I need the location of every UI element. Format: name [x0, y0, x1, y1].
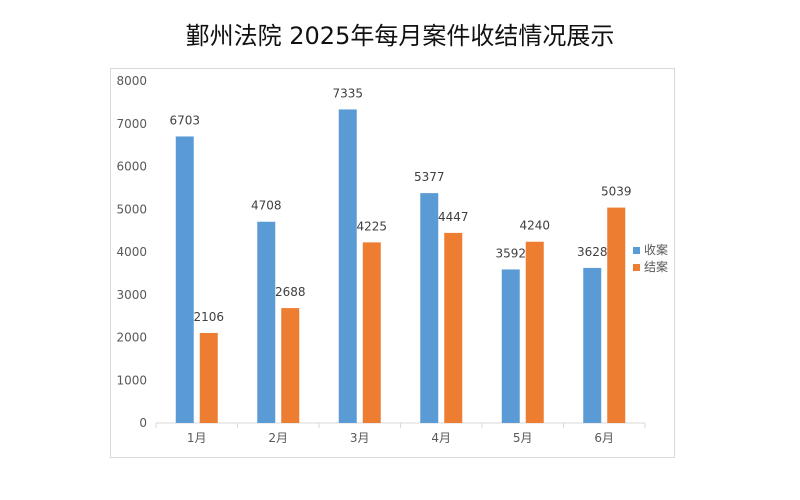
bar-received	[420, 193, 439, 423]
y-tick-label: 2000	[116, 331, 147, 345]
data-label: 7335	[332, 86, 363, 100]
data-label: 4447	[438, 210, 469, 224]
bar-closed	[525, 241, 544, 423]
y-tick-label: 0	[139, 416, 147, 430]
y-tick-label: 5000	[116, 202, 147, 216]
x-tick-label: 1月	[187, 431, 207, 445]
legend-label: 结案	[644, 259, 668, 274]
data-label: 6703	[169, 113, 200, 127]
y-tick-label: 6000	[116, 160, 147, 174]
data-label: 4225	[356, 219, 387, 233]
y-tick-label: 4000	[116, 245, 147, 259]
data-label: 2688	[275, 285, 306, 299]
legend-swatch	[633, 264, 640, 271]
data-label: 4708	[251, 199, 282, 213]
data-label: 3628	[577, 245, 608, 259]
x-tick-label: 5月	[513, 431, 533, 445]
data-label: 5039	[601, 185, 632, 199]
y-tick-label: 1000	[116, 373, 147, 387]
bar-closed	[281, 308, 300, 423]
chart-title: 鄞州法院 2025年每月案件收结情况展示	[185, 22, 615, 50]
legend-label: 收案	[644, 242, 668, 257]
bar-received	[501, 269, 520, 423]
x-tick-label: 3月	[350, 431, 370, 445]
x-tick-label: 6月	[594, 431, 614, 445]
x-tick-label: 2月	[268, 431, 288, 445]
y-tick-label: 3000	[116, 288, 147, 302]
bar-closed	[607, 207, 626, 423]
bar-closed	[362, 242, 381, 423]
bar-received	[257, 221, 276, 423]
bar-received	[175, 136, 194, 423]
plot-area-frame	[110, 68, 675, 458]
bar-closed	[199, 332, 218, 423]
data-label: 5377	[414, 170, 445, 184]
bar-received	[338, 109, 357, 424]
bar-closed	[444, 232, 463, 423]
data-label: 3592	[495, 246, 526, 260]
legend-swatch	[633, 247, 640, 254]
y-tick-label: 8000	[116, 74, 147, 88]
data-label: 2106	[193, 310, 224, 324]
data-label: 4240	[519, 219, 550, 233]
y-tick-label: 7000	[116, 117, 147, 131]
x-tick-label: 4月	[431, 431, 451, 445]
bar-received	[583, 267, 602, 423]
